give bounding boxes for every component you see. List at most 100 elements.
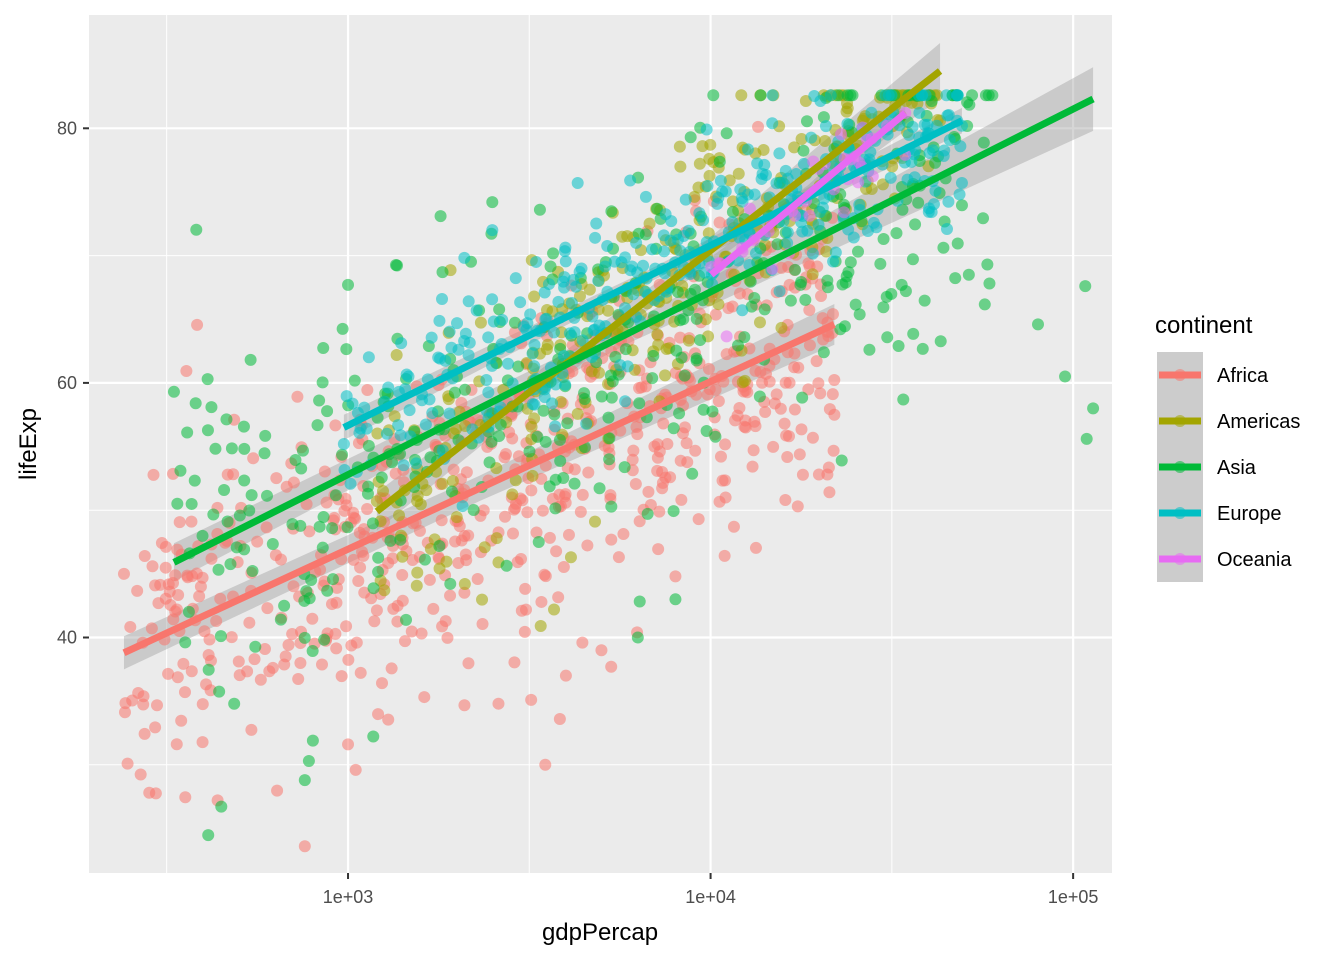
point-asia [675,351,688,364]
point-africa [821,468,834,481]
point-asia [646,372,659,385]
point-africa [675,493,688,506]
point-asia [605,205,618,218]
point-africa [172,589,185,602]
point-europe [758,158,771,171]
point-africa [406,553,419,566]
point-asia [225,442,238,455]
point-asia [205,401,218,414]
point-europe [714,174,727,187]
point-europe [619,395,632,408]
point-asia [317,511,330,524]
point-europe [748,188,761,201]
point-africa [441,631,454,644]
point-africa [518,625,531,638]
point-europe [571,177,584,190]
point-asia [220,413,233,426]
point-asia [835,454,848,467]
point-europe [456,500,469,513]
point-europe [637,259,650,272]
point-asia [174,464,187,477]
point-europe [646,243,659,256]
point-asia [313,520,326,533]
point-americas [440,555,453,568]
point-asia [313,394,326,407]
point-africa [559,488,572,501]
point-asia [593,482,606,495]
point-africa [746,460,759,473]
point-africa [515,552,528,565]
point-asia [278,599,291,612]
point-europe [659,208,672,221]
point-asia [852,245,865,258]
point-europe [756,167,769,180]
point-africa [330,642,343,655]
point-oceania [720,330,733,343]
point-americas [696,140,709,153]
point-asia [326,573,339,586]
point-africa [370,604,383,617]
point-africa [714,450,727,463]
point-asia [317,342,330,355]
point-africa [719,491,732,504]
point-americas [396,550,409,563]
point-asia [955,199,968,212]
point-africa [657,417,670,430]
point-europe [419,418,432,431]
point-africa [340,620,353,633]
point-africa [194,580,207,593]
point-europe [576,334,589,347]
point-africa [286,627,299,640]
point-asia [483,456,496,469]
point-africa [661,438,674,450]
point-asia [817,346,830,359]
point-africa [198,625,211,638]
point-americas [788,141,801,154]
point-europe [443,407,456,420]
point-europe [462,349,475,362]
point-americas [795,133,808,146]
point-asia [934,335,947,348]
point-europe [805,131,818,144]
point-africa [171,671,184,684]
point-africa [814,387,827,400]
point-africa [525,484,538,497]
point-africa [782,430,795,443]
point-asia [221,515,234,528]
point-africa [306,612,319,625]
point-africa [415,627,428,640]
point-asia [916,342,929,355]
point-africa [749,364,762,377]
point-europe [502,357,515,370]
point-africa [185,515,198,528]
point-africa [718,549,731,562]
point-asia [181,426,194,439]
point-americas [410,579,423,592]
point-asia [202,829,215,842]
point-asia [171,497,184,510]
point-africa [536,504,549,517]
point-africa [605,533,618,546]
point-americas [818,135,831,148]
point-europe [445,341,458,354]
point-asia [918,294,931,307]
point-europe [630,236,643,249]
point-africa [731,409,744,422]
point-asia [400,613,413,626]
point-africa [145,622,158,635]
point-asia [853,308,866,321]
point-asia [329,489,342,502]
point-oceania [835,128,848,141]
trend-line-asia [172,95,1095,566]
point-asia [289,453,302,466]
point-americas [573,290,586,303]
legend-label: Europe [1217,503,1282,525]
point-americas [703,169,716,182]
point-africa [739,421,752,434]
point-asia [1031,318,1044,331]
point-americas [775,321,788,334]
point-europe [358,401,371,414]
point-asia [213,685,226,698]
point-africa [320,496,333,509]
point-africa [181,571,194,584]
